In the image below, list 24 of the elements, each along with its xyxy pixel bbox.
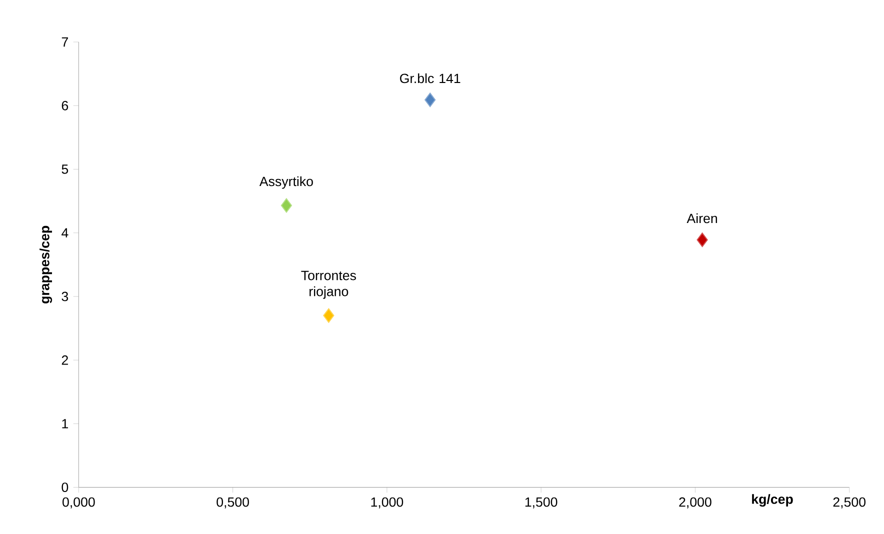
x-tick-label: 2,500 (833, 497, 866, 508)
point (280, 198, 292, 213)
point (323, 308, 334, 323)
y-axis-title: grappes/cep (40, 226, 52, 304)
x-tick-label: 0,500 (216, 497, 249, 508)
y-tick-label: 1 (62, 419, 68, 428)
series-label: Assyrtiko (259, 176, 313, 189)
x-tick-label: 2,000 (679, 497, 712, 508)
y-tick-label: 7 (62, 37, 68, 47)
y-tick-label: 2 (62, 355, 68, 365)
series-label: Torrontes riojano (301, 270, 356, 299)
y-tick-label: 3 (62, 292, 68, 302)
x-tick-label: 0,000 (62, 497, 95, 508)
y-tick-label: 4 (62, 228, 68, 238)
point (424, 92, 436, 108)
y-tick-label: 0 (62, 482, 68, 492)
y-tick-label: 5 (62, 164, 68, 174)
x-tick-label: 1,500 (525, 497, 558, 508)
x-axis-title: kg/cep (752, 494, 793, 507)
series-label: Airen (686, 213, 717, 224)
series-label: Gr.blc 141 (400, 73, 460, 84)
x-tick-label: 1,000 (371, 497, 404, 508)
y-tick-label: 6 (62, 100, 68, 110)
point (696, 232, 708, 248)
